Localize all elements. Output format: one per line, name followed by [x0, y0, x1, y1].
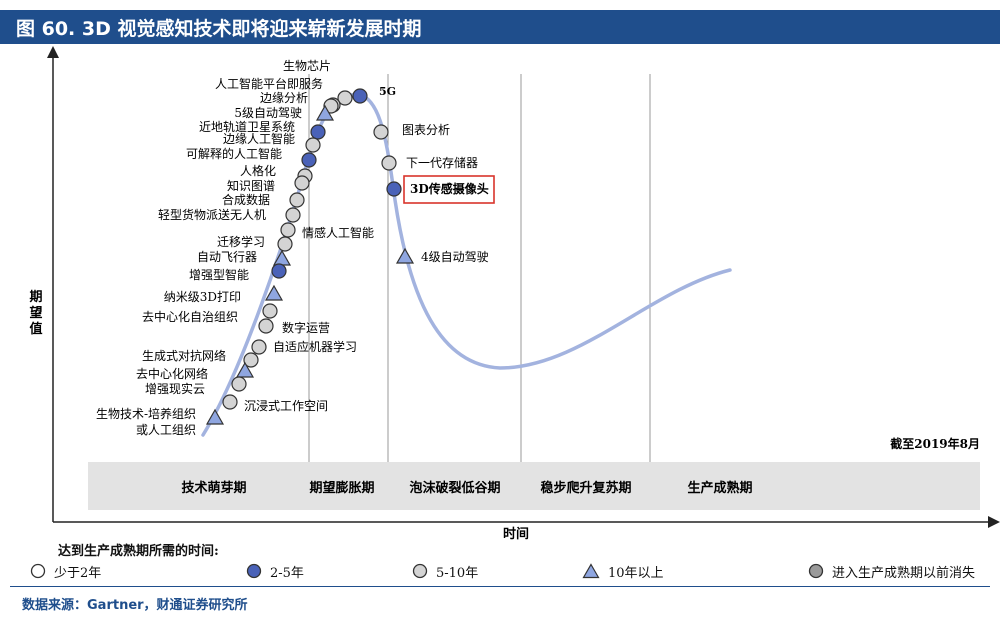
circle-gray-marker — [289, 192, 305, 208]
circle-gray-marker — [222, 394, 238, 410]
technology-label: 增强型智能 — [189, 267, 249, 282]
technology-label: 轻型货物派送无人机 — [158, 207, 266, 222]
technology-label: 迁移学习 — [217, 234, 265, 249]
phase-label: 泡沫破裂低谷期 — [409, 480, 500, 496]
legend-label: 2-5年 — [270, 565, 304, 581]
triangle-marker — [315, 104, 335, 121]
technology-label: 知识图谱 — [227, 179, 275, 193]
circle-gray-marker — [381, 155, 397, 171]
legend-item-5-10-years: 5-10年 — [412, 560, 478, 582]
circle-gray-marker — [251, 339, 267, 355]
triangle-marker — [235, 361, 255, 378]
technology-label: 或人工组织 — [136, 423, 196, 437]
technology-label: 去中心化自治组织 — [142, 309, 238, 324]
technology-label: 3D传感摄像头 — [410, 181, 489, 196]
technology-label: 边缘人工智能 — [223, 131, 295, 146]
phase-dividers — [308, 74, 651, 462]
legend-label: 少于2年 — [54, 565, 102, 581]
circle-gray-marker — [294, 175, 310, 191]
legend-heading: 达到生产成熟期所需的时间: — [58, 543, 219, 559]
technology-label: 5G — [379, 85, 396, 98]
legend-item-under-2-years: 少于2年 — [30, 560, 101, 582]
legend-item-over-10-years: 10年以上 — [582, 560, 664, 582]
technology-label: 生物芯片 — [283, 59, 331, 73]
phase-band — [88, 462, 980, 510]
circle-gray-marker — [262, 303, 278, 319]
circle-gray-marker — [280, 222, 296, 238]
legend: 达到生产成熟期所需的时间: 少于2年 2-5年 5-10年 10年以上 进入生产… — [0, 544, 1000, 584]
circle-gray-marker — [258, 318, 274, 334]
circle-gray-marker — [285, 207, 301, 223]
circle-gray-marker — [243, 352, 259, 368]
circle-gray-icon — [412, 563, 428, 579]
legend-item-2-5-years: 2-5年 — [246, 560, 304, 582]
circle-gray-marker — [277, 236, 293, 252]
figure-title-bar: 图 60. 3D 视觉感知技术即将迎来崭新发展时期 — [0, 10, 1000, 44]
phase-label: 期望膨胀期 — [309, 480, 374, 496]
circle-dark-gray-icon — [808, 563, 824, 579]
phase-label: 技术萌芽期 — [181, 480, 246, 496]
y-axis-label-1: 期 — [29, 290, 42, 305]
circle-gray-marker — [373, 124, 389, 140]
legend-item-obsolete: 进入生产成熟期以前消失 — [808, 560, 975, 582]
circle-blue-marker — [310, 124, 326, 140]
phase-labels: 技术萌芽期 期望膨胀期 泡沫破裂低谷期 稳步爬升复苏期 生产成熟期 — [181, 480, 752, 496]
technology-label: 情感人工智能 — [302, 225, 374, 240]
technology-label: 下一代存储器 — [406, 155, 478, 170]
technology-label: 沉浸式工作空间 — [244, 399, 328, 413]
technology-label: 增强现实云 — [145, 381, 205, 396]
source-note: 数据来源：Gartner，财通证券研究所 — [22, 598, 248, 613]
source-divider — [10, 586, 990, 587]
technology-label: 图表分析 — [402, 123, 450, 137]
highlight-box — [403, 175, 495, 204]
technology-labels: 生物芯片 5G 人工智能平台即服务边缘分析5级自动驾驶近地轨道卫星系统边缘人工智能可… — [96, 59, 489, 437]
technology-label: 近地轨道卫星系统 — [199, 120, 295, 134]
technology-label: 人格化 — [240, 163, 276, 178]
triangle-marker — [264, 284, 284, 301]
technology-markers — [205, 88, 415, 425]
axes — [47, 46, 1000, 528]
technology-label: 5级自动驾驶 — [234, 105, 302, 120]
x-axis-label: 时间 — [503, 526, 529, 542]
technology-label: 数字运营 — [282, 320, 330, 335]
technology-label: 人工智能平台即服务 — [215, 76, 323, 91]
legend-label: 10年以上 — [608, 565, 664, 581]
triangle-marker — [395, 247, 415, 264]
technology-label: 自动飞行器 — [197, 250, 257, 264]
y-axis-label-3: 值 — [29, 321, 42, 337]
circle-gray-marker — [337, 90, 353, 106]
technology-label: 边缘分析 — [260, 91, 308, 105]
phase-label: 生产成熟期 — [687, 480, 752, 496]
as-of-date: 截至2019年8月 — [890, 436, 980, 451]
header-decoration — [680, 0, 1000, 9]
triangle-icon — [582, 563, 600, 579]
hype-cycle-chart: 期 望 值 时间 截至2019年8月 生物芯片 5G 人工智能平台即服务边缘分析5级… — [29, 46, 1000, 542]
triangle-marker — [205, 408, 225, 425]
legend-label: 进入生产成熟期以前消失 — [832, 565, 976, 581]
circle-blue-marker — [301, 152, 317, 168]
phase-label: 稳步爬升复苏期 — [540, 480, 631, 496]
circle-gray-marker — [305, 137, 321, 153]
legend-label: 5-10年 — [436, 565, 479, 581]
circle-blue-marker — [386, 181, 402, 197]
technology-label: 纳米级3D打印 — [164, 290, 241, 304]
circle-blue-icon — [246, 563, 262, 579]
technology-label: 可解释的人工智能 — [186, 146, 282, 161]
figure-title: 图 60. 3D 视觉感知技术即将迎来崭新发展时期 — [16, 18, 422, 40]
circle-blue-marker — [352, 88, 368, 104]
technology-label: 生物技术-培养组织 — [96, 406, 196, 421]
technology-label: 去中心化网络 — [136, 366, 208, 381]
technology-label: 合成数据 — [222, 192, 270, 207]
technology-label: 4级自动驾驶 — [421, 249, 489, 264]
circle-blue-marker — [271, 263, 287, 279]
technology-label: 自适应机器学习 — [273, 339, 357, 354]
y-axis-label-2: 望 — [29, 305, 42, 321]
technology-label: 生成式对抗网络 — [142, 348, 226, 363]
circle-white-icon — [30, 563, 46, 579]
circle-gray-marker — [231, 376, 247, 392]
